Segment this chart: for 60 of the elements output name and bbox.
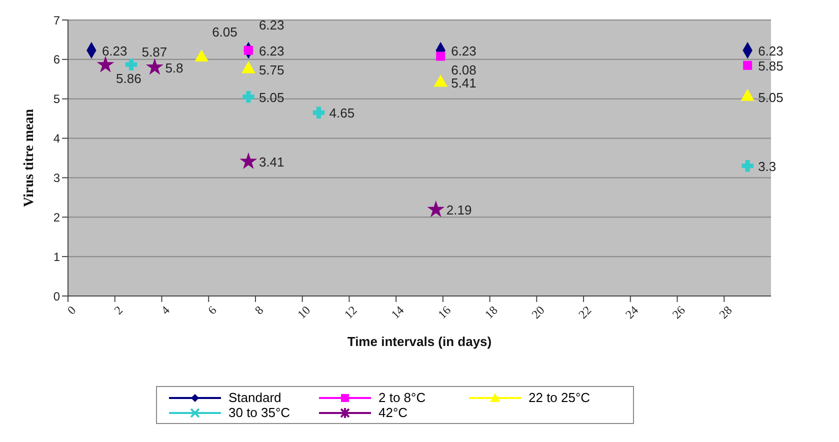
x-tick-label: 4 [158,303,172,318]
point [428,202,444,216]
point [98,56,114,72]
data-label: 6.23 [451,43,476,58]
x-tick-label: 8 [252,303,266,318]
point [434,75,448,87]
data-label: 5.05 [258,90,284,105]
point [436,52,446,61]
data-label: 5.85 [758,58,784,74]
x-tick-label: 0 [64,303,79,318]
x-tick-label: 18 [482,303,500,322]
point [147,59,162,74]
data-label: 6.23 [102,43,128,58]
point [242,91,254,103]
y-tick-label: 6 [53,52,60,67]
point [240,154,256,168]
x-tick-label: 10 [294,303,313,322]
data-label: 6.23 [258,43,284,58]
y-tick-label: 5 [53,92,60,106]
y-tick-label: 1 [53,250,60,264]
data-label: 6.05 [212,24,238,40]
data-label: 5.86 [116,70,142,86]
x-tick-label: 16 [435,303,454,322]
y-tick-label: 2 [53,210,60,224]
data-label: 5.75 [258,62,284,78]
x-axis-title: Time intervals (in days) [347,334,492,349]
data-label: 3.3 [758,158,776,174]
point [312,106,325,119]
data-label: 6.08 [451,62,476,78]
x-tick-label: 14 [388,303,407,322]
x-tick-label: 6 [205,303,220,318]
x-tick-label: 26 [669,303,688,322]
x-tick-label: 24 [622,303,642,322]
x-tick-label: 20 [528,303,548,322]
data-label: 5.41 [451,76,476,91]
data-label: 2.19 [446,202,472,218]
data-label: 6.23 [258,17,284,32]
data-label: 4.65 [329,106,355,121]
data-label: 3.41 [258,154,284,170]
legend-label: 30 to 35°C [228,405,290,420]
y-tick-label: 0 [53,289,60,304]
y-axis-title: Virus titre mean [22,108,37,207]
data-label: 6.23 [758,43,784,58]
data-label: 5.8 [165,60,184,76]
legend-label: 22 to 25°C [528,390,590,405]
legend-label: Standard [228,390,282,405]
y-tick-label: 7 [53,13,60,28]
legend-label: 2 to 8°C [378,390,426,405]
point [742,160,754,172]
data-label: 5.05 [758,90,784,105]
y-tick-label: 3 [53,170,60,185]
x-tick-label: 2 [111,303,126,318]
y-tick-label: 4 [53,132,60,146]
x-tick-label: 22 [576,303,594,322]
legend-label: 42°C [378,405,408,420]
point [743,60,752,70]
x-tick-label: 12 [341,303,360,322]
x-tick-label: 28 [716,303,735,322]
data-label: 5.87 [142,44,168,60]
point [125,58,138,70]
